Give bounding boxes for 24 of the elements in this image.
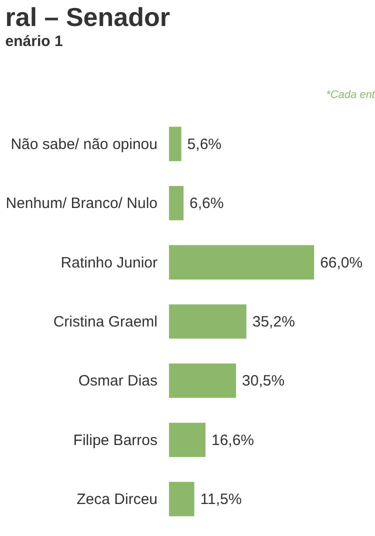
data-label: 11,5% — [200, 491, 242, 508]
data-label: 30,5% — [242, 372, 285, 390]
chart-title: ral – Senador — [5, 2, 170, 32]
bar — [169, 245, 314, 280]
y-tick-label: Não sabe/ não opinou — [10, 136, 158, 153]
y-tick-label: Ratinho Junior — [60, 254, 158, 272]
y-tick-label: Zeca Dirceu — [76, 491, 158, 508]
text: *Cada ent — [326, 89, 375, 101]
data-label: 35,2% — [252, 314, 295, 330]
y-tick-label: Nenhum/ Branco/ Nulo — [6, 195, 158, 212]
y-tick-label: Osmar Dias — [78, 372, 158, 390]
y-tick-label: Filipe Barros — [73, 432, 158, 449]
bar — [169, 186, 184, 220]
bar — [169, 126, 182, 162]
data-label: 16,6% — [211, 432, 254, 449]
bar — [169, 482, 194, 516]
data-label: 6,6% — [190, 195, 224, 212]
data-label: 66,0% — [320, 254, 363, 272]
text: enário 1 — [5, 33, 63, 50]
bar — [169, 422, 206, 458]
bar — [169, 304, 246, 339]
data-label: 5,6% — [187, 136, 222, 153]
y-tick-label: Cristina Graeml — [53, 314, 158, 330]
bar — [169, 364, 236, 398]
